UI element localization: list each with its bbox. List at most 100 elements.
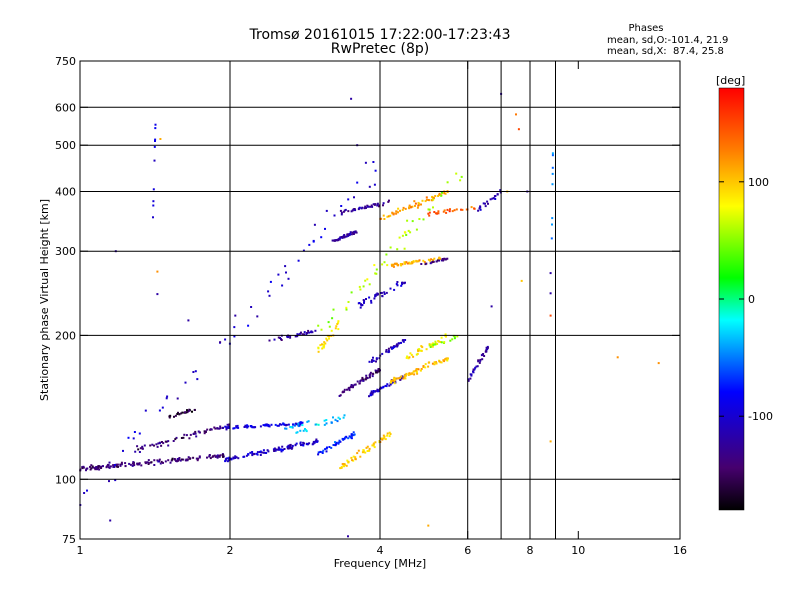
data-point-870: [415, 368, 418, 370]
data-point-1328: [154, 138, 157, 141]
data-point-215: [224, 460, 227, 463]
chart-title: Tromsø 20161015 17:22:00-17:23:43: [249, 27, 511, 43]
data-point-783: [385, 385, 388, 388]
data-point-771: [368, 395, 370, 398]
data-point-164: [289, 447, 292, 450]
data-point-335: [366, 450, 369, 452]
data-point-1203: [477, 209, 480, 212]
data-point-370: [195, 435, 198, 438]
data-point-960: [443, 341, 446, 344]
data-point-657: [393, 288, 396, 291]
data-point-1297: [385, 253, 388, 256]
data-point-14: [182, 458, 185, 461]
data-point-169: [295, 442, 298, 445]
data-point-109: [98, 468, 101, 471]
data-point-926: [410, 353, 413, 356]
data-point-1148: [473, 207, 476, 210]
data-point-1213: [285, 271, 287, 274]
data-point-804: [372, 356, 374, 359]
data-point-82: [115, 463, 118, 466]
data-point-1091: [413, 200, 416, 203]
data-point-411: [209, 428, 212, 431]
data-point-1133: [448, 210, 451, 213]
data-point-527: [306, 420, 309, 423]
data-point-1319: [375, 268, 378, 271]
data-point-500: [296, 423, 299, 426]
data-point-908: [408, 372, 411, 375]
data-point-653: [346, 233, 349, 236]
data-point-1031: [369, 205, 372, 208]
data-point-400: [141, 447, 144, 450]
data-point-819: [402, 339, 405, 342]
data-point-394: [143, 444, 146, 447]
data-point-167: [281, 445, 284, 448]
data-point-584: [294, 335, 297, 338]
data-point-37: [89, 468, 92, 471]
data-point-570: [314, 329, 317, 332]
data-point-1151: [465, 208, 468, 211]
data-point-1025: [429, 262, 432, 265]
data-point-941: [444, 333, 447, 336]
data-point-834: [397, 342, 400, 345]
data-point-833: [391, 347, 394, 350]
data-point-499: [245, 425, 247, 428]
data-point-1182: [475, 365, 478, 368]
data-point-522: [291, 426, 294, 429]
data-point-514: [226, 426, 228, 429]
data-point-654: [338, 237, 341, 240]
data-point-224: [313, 441, 316, 444]
data-point-911: [436, 343, 439, 345]
data-point-1124: [404, 207, 407, 210]
data-point-998: [406, 262, 409, 265]
data-point-976: [433, 257, 436, 260]
data-point-248: [315, 438, 318, 441]
data-point-1337: [551, 172, 554, 175]
data-point-318: [340, 466, 343, 469]
data-point-891: [390, 381, 392, 384]
data-point-940: [430, 343, 433, 346]
data-point-648: [339, 236, 342, 239]
data-point-1114: [380, 217, 383, 220]
data-point-76: [100, 466, 102, 469]
data-point-1353: [427, 524, 430, 527]
data-point-467: [287, 423, 290, 426]
data-point-1209: [479, 206, 482, 209]
data-point-54: [147, 461, 150, 464]
data-point-1298: [364, 279, 367, 282]
data-point-81: [185, 458, 188, 461]
data-point-97: [196, 459, 199, 462]
data-point-1122: [395, 210, 398, 213]
data-point-1120: [417, 204, 420, 207]
data-point-605: [328, 337, 330, 340]
data-point-1093: [421, 199, 424, 202]
data-point-138: [145, 461, 148, 464]
data-point-1077: [414, 202, 417, 205]
data-point-1241: [368, 185, 371, 188]
data-point-102: [128, 462, 131, 465]
data-point-96: [91, 465, 94, 468]
data-point-991: [395, 262, 398, 265]
colorbar-label: [deg]: [716, 74, 745, 87]
data-point-242: [291, 444, 294, 447]
data-point-88: [120, 461, 123, 464]
chart-subtitle: RwPretec (8p): [331, 41, 429, 57]
data-point-121: [85, 467, 88, 470]
data-point-760: [370, 390, 373, 393]
data-point-1206: [486, 200, 489, 203]
data-point-1149: [453, 209, 456, 212]
data-point-692: [396, 284, 399, 287]
data-point-294: [352, 434, 355, 437]
data-point-458: [236, 424, 239, 427]
data-point-750: [358, 382, 361, 385]
data-point-671: [389, 287, 392, 290]
data-point-1212: [176, 397, 179, 400]
data-point-568: [308, 331, 310, 334]
data-point-1359: [520, 279, 523, 282]
y-tick-label: 750: [55, 55, 76, 68]
data-point-815: [372, 359, 375, 362]
data-point-1197: [487, 202, 489, 205]
data-point-1249: [313, 223, 316, 226]
data-point-1357: [549, 292, 552, 295]
data-point-1103: [408, 204, 411, 207]
data-point-1211: [138, 432, 141, 435]
